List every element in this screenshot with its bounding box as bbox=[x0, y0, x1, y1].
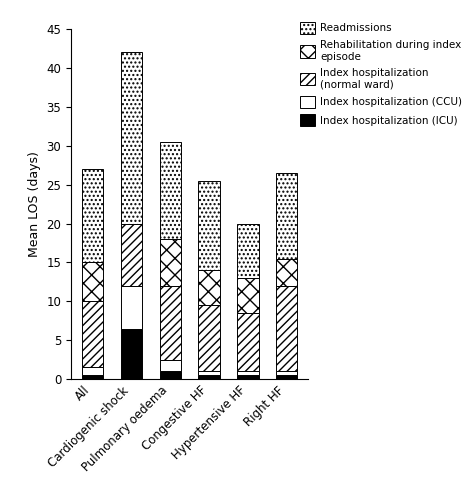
Bar bbox=[198, 371, 219, 375]
Y-axis label: Mean LOS (days): Mean LOS (days) bbox=[28, 151, 41, 257]
Bar bbox=[160, 286, 181, 360]
Bar bbox=[198, 305, 219, 371]
Bar bbox=[276, 259, 297, 286]
Bar bbox=[276, 375, 297, 379]
Bar bbox=[198, 181, 219, 270]
Bar bbox=[121, 286, 142, 329]
Bar bbox=[160, 239, 181, 286]
Bar bbox=[237, 371, 258, 375]
Bar bbox=[82, 169, 103, 262]
Bar bbox=[198, 375, 219, 379]
Legend: Readmissions, Rehabilitation during index
episode, Index hospitalization
(normal: Readmissions, Rehabilitation during inde… bbox=[298, 20, 464, 128]
Bar bbox=[82, 367, 103, 375]
Bar bbox=[160, 142, 181, 239]
Bar bbox=[276, 371, 297, 375]
Bar bbox=[121, 52, 142, 224]
Bar bbox=[160, 360, 181, 371]
Bar bbox=[198, 270, 219, 305]
Bar bbox=[276, 173, 297, 259]
Bar bbox=[237, 313, 258, 371]
Bar bbox=[237, 278, 258, 313]
Bar bbox=[160, 371, 181, 379]
Bar bbox=[237, 224, 258, 278]
Bar bbox=[82, 301, 103, 367]
Bar bbox=[237, 375, 258, 379]
Bar bbox=[82, 262, 103, 301]
Bar bbox=[121, 329, 142, 379]
Bar bbox=[121, 224, 142, 286]
Bar bbox=[82, 375, 103, 379]
Bar bbox=[276, 286, 297, 371]
